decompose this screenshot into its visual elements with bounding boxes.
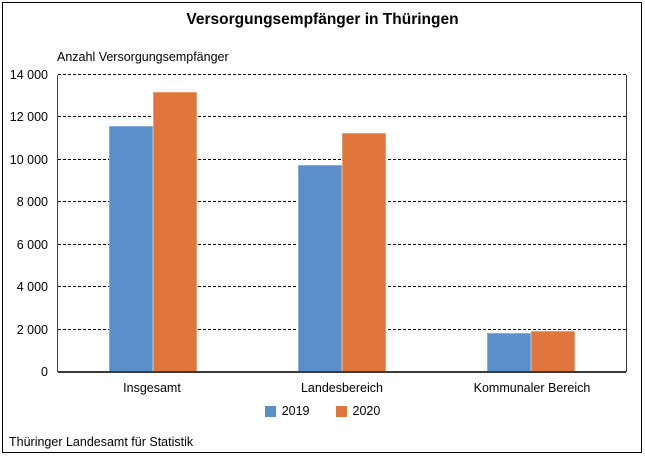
x-axis-line [58,371,626,373]
legend-swatch-2020 [335,405,347,417]
y-tick-label-12000: 12 000 [9,110,48,125]
bar-group-kommunaler-bereich [437,75,626,372]
y-tick-label-10000: 10 000 [9,152,48,167]
y-tick-label-6000: 6 000 [16,237,48,252]
bar-group-landesbereich [247,75,436,372]
legend-label-2020: 2020 [352,404,381,418]
x-label-landesbereich: Landesbereich [300,381,383,395]
y-tick-label-0: 0 [41,365,48,379]
x-label-insgesamt: Insgesamt [123,381,181,395]
y-tick-label-8000: 8 000 [16,195,48,210]
bar-2019-kommunaler-bereich [487,332,532,372]
y-axis-tick-labels: 0 2 000 4 000 6 000 8 000 10 000 12 000 14 000 [0,68,48,379]
gridline-14000 [58,74,626,75]
legend-swatch-2019 [264,405,276,417]
x-axis-category-labels: Insgesamt Landesbereich Kommunaler Bereich [57,381,627,395]
chart-title: Versorgungsempfänger in Thüringen [186,11,459,28]
legend-item-2020: 2020 [335,404,381,418]
bar-group-insgesamt [58,75,247,372]
legend-item-2019: 2019 [264,404,310,418]
bar-2019-insgesamt [108,125,153,372]
bar-2020-landesbereich [341,133,386,372]
bar-2020-insgesamt [152,91,197,372]
gridline-12000 [58,116,626,118]
y-tick-label-14000: 14 000 [9,68,48,82]
source-note: Thüringer Landesamt für Statistik [9,435,194,449]
y-tick-label-2000: 2 000 [16,322,48,337]
legend: 2019 2020 [0,404,645,418]
y-tick-label-4000: 4 000 [16,280,48,295]
legend-label-2019: 2019 [281,404,310,418]
y-axis-title: Anzahl Versorgungsempfänger [57,50,229,64]
x-label-kommunaler-bereich: Kommunaler Bereich [473,381,591,395]
plot-area [57,74,627,373]
bar-2020-kommunaler-bereich [531,330,576,372]
bar-2019-landesbereich [297,165,342,372]
